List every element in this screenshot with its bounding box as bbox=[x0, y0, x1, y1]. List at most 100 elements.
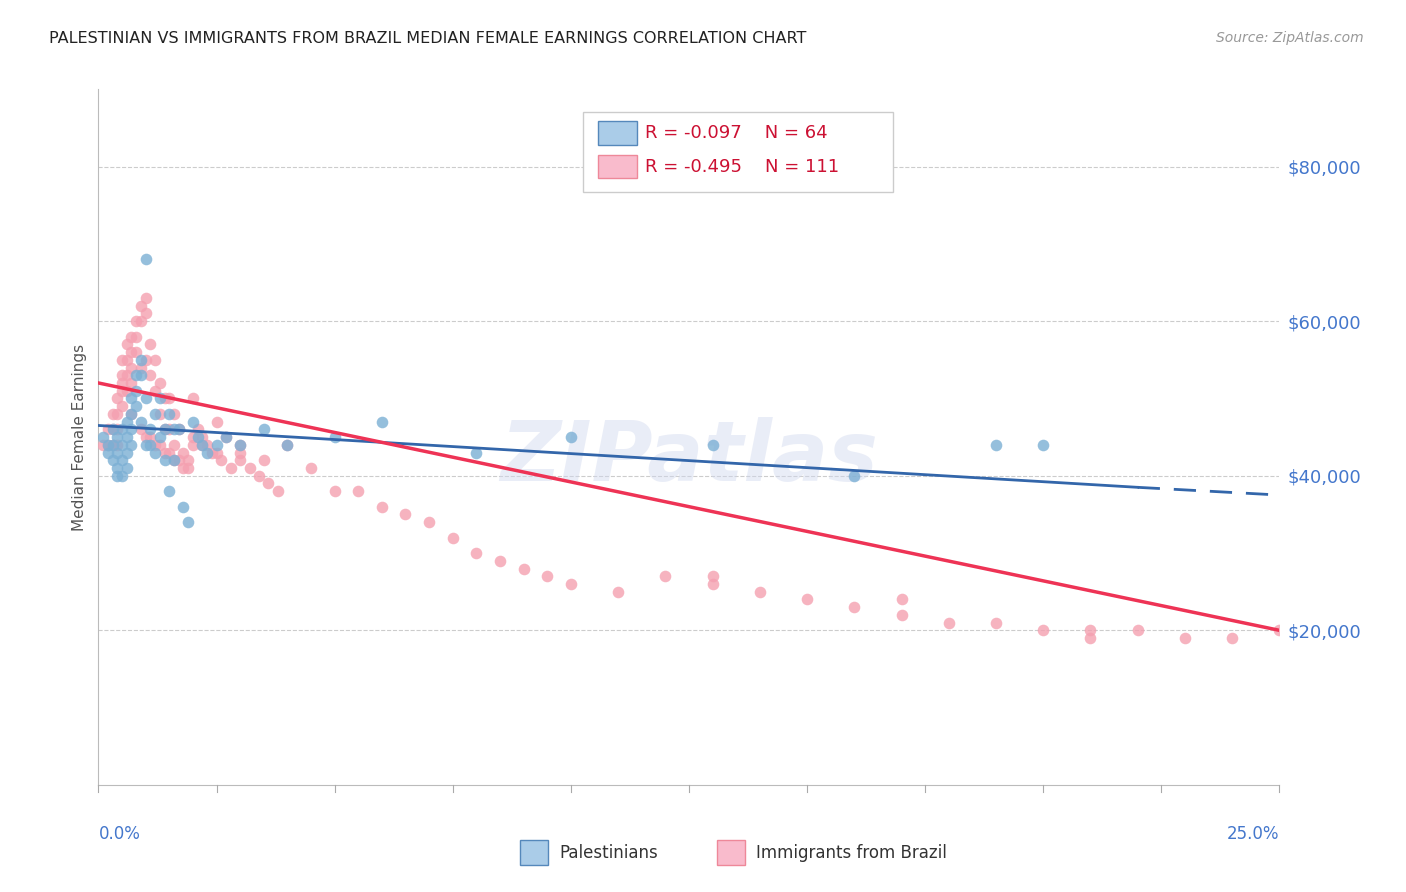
Point bbox=[97, 445, 120, 459]
Point bbox=[143, 438, 166, 452]
Point bbox=[105, 422, 128, 436]
Point bbox=[101, 422, 124, 436]
Text: Source: ZipAtlas.com: Source: ZipAtlas.com bbox=[1216, 31, 1364, 45]
Text: Palestinians: Palestinians bbox=[560, 844, 658, 862]
Point bbox=[371, 500, 394, 514]
Point bbox=[139, 438, 162, 452]
Point bbox=[153, 422, 176, 436]
Point bbox=[135, 306, 157, 320]
Point bbox=[111, 438, 134, 452]
Point bbox=[890, 607, 912, 622]
Point bbox=[101, 422, 124, 436]
Point bbox=[163, 438, 186, 452]
Point bbox=[115, 368, 138, 383]
Point bbox=[135, 430, 157, 444]
Point bbox=[229, 438, 252, 452]
Point bbox=[276, 438, 298, 452]
Point bbox=[191, 438, 214, 452]
Point bbox=[187, 430, 209, 444]
Point bbox=[195, 445, 218, 459]
Point bbox=[1220, 631, 1243, 645]
Point bbox=[702, 577, 724, 591]
Point bbox=[323, 484, 346, 499]
Point bbox=[121, 345, 143, 359]
Point bbox=[181, 438, 204, 452]
Point bbox=[125, 329, 148, 343]
Point bbox=[101, 453, 124, 467]
Point bbox=[167, 422, 190, 436]
Point bbox=[143, 445, 166, 459]
Point bbox=[149, 407, 172, 421]
Point bbox=[418, 515, 440, 529]
Point bbox=[748, 160, 770, 174]
Point bbox=[181, 392, 204, 406]
Point bbox=[129, 422, 152, 436]
Text: PALESTINIAN VS IMMIGRANTS FROM BRAZIL MEDIAN FEMALE EARNINGS CORRELATION CHART: PALESTINIAN VS IMMIGRANTS FROM BRAZIL ME… bbox=[49, 31, 807, 46]
Point bbox=[149, 376, 172, 390]
Point bbox=[253, 422, 276, 436]
Point bbox=[229, 438, 252, 452]
Point bbox=[101, 438, 124, 452]
Point bbox=[181, 415, 204, 429]
Point bbox=[157, 445, 180, 459]
Point bbox=[153, 453, 176, 467]
Point bbox=[172, 461, 194, 475]
Point bbox=[938, 615, 960, 630]
Point bbox=[111, 352, 134, 367]
Point bbox=[215, 430, 238, 444]
Point bbox=[702, 438, 724, 452]
Point bbox=[195, 438, 218, 452]
Point bbox=[560, 577, 582, 591]
Point bbox=[121, 376, 143, 390]
Point bbox=[157, 484, 180, 499]
Point bbox=[129, 314, 152, 328]
Point bbox=[394, 508, 416, 522]
Point bbox=[91, 430, 114, 444]
Point bbox=[139, 368, 162, 383]
Point bbox=[135, 352, 157, 367]
Point bbox=[205, 438, 228, 452]
Point bbox=[276, 438, 298, 452]
Point bbox=[101, 407, 124, 421]
Point bbox=[465, 546, 488, 560]
Point bbox=[229, 445, 252, 459]
Point bbox=[201, 445, 224, 459]
Point bbox=[149, 392, 172, 406]
Point bbox=[215, 430, 238, 444]
Point bbox=[115, 430, 138, 444]
Point bbox=[1080, 631, 1102, 645]
Point bbox=[143, 384, 166, 398]
Point bbox=[465, 445, 488, 459]
Point bbox=[205, 445, 228, 459]
Point bbox=[1080, 624, 1102, 638]
Point bbox=[1174, 631, 1197, 645]
Y-axis label: Median Female Earnings: Median Female Earnings bbox=[72, 343, 87, 531]
Text: R = -0.097    N = 64: R = -0.097 N = 64 bbox=[645, 124, 828, 142]
Point bbox=[115, 445, 138, 459]
Point bbox=[105, 445, 128, 459]
Point bbox=[129, 415, 152, 429]
Point bbox=[153, 422, 176, 436]
Point bbox=[1032, 624, 1054, 638]
Point bbox=[115, 461, 138, 475]
Point bbox=[121, 422, 143, 436]
Point bbox=[121, 360, 143, 375]
Point bbox=[121, 392, 143, 406]
Point bbox=[844, 468, 866, 483]
Point bbox=[111, 384, 134, 398]
Point bbox=[121, 438, 143, 452]
Point bbox=[512, 561, 534, 575]
Point bbox=[129, 299, 152, 313]
Point bbox=[125, 384, 148, 398]
Point bbox=[129, 360, 152, 375]
Point bbox=[111, 422, 134, 436]
Point bbox=[172, 500, 194, 514]
Point bbox=[125, 314, 148, 328]
Point bbox=[135, 392, 157, 406]
Point bbox=[129, 352, 152, 367]
Text: Immigrants from Brazil: Immigrants from Brazil bbox=[756, 844, 948, 862]
Point bbox=[143, 352, 166, 367]
Point bbox=[1126, 624, 1149, 638]
Point bbox=[139, 337, 162, 351]
Point bbox=[347, 484, 370, 499]
